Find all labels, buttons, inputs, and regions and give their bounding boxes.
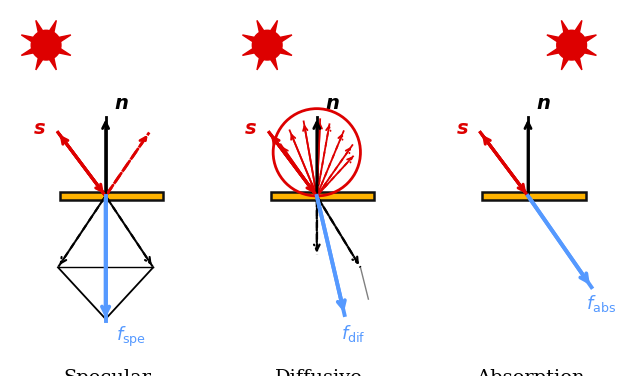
Polygon shape: [269, 20, 278, 35]
Polygon shape: [56, 47, 71, 55]
Text: Absorption: Absorption: [476, 368, 584, 376]
Polygon shape: [277, 47, 292, 55]
Circle shape: [31, 30, 61, 60]
Text: $f_\mathrm{abs}$: $f_\mathrm{abs}$: [586, 293, 616, 314]
Polygon shape: [547, 35, 562, 43]
Circle shape: [252, 30, 282, 60]
Text: Specular: Specular: [63, 368, 152, 376]
Text: $\boldsymbol{s}$: $\boldsymbol{s}$: [33, 119, 46, 138]
Bar: [483, 192, 586, 200]
Polygon shape: [257, 20, 266, 35]
Polygon shape: [243, 35, 257, 43]
Circle shape: [557, 30, 586, 60]
Polygon shape: [56, 35, 71, 43]
Polygon shape: [582, 47, 596, 55]
Bar: [271, 192, 374, 200]
Polygon shape: [269, 55, 278, 70]
Text: $\boldsymbol{n}$: $\boldsymbol{n}$: [113, 94, 128, 112]
Polygon shape: [21, 35, 36, 43]
Polygon shape: [36, 55, 44, 70]
Text: $\boldsymbol{n}$: $\boldsymbol{n}$: [324, 94, 339, 112]
Polygon shape: [547, 47, 562, 55]
Polygon shape: [561, 20, 570, 35]
Text: $f_\mathrm{spe}$: $f_\mathrm{spe}$: [116, 325, 146, 349]
Polygon shape: [48, 20, 56, 35]
Polygon shape: [21, 47, 36, 55]
Bar: [60, 192, 163, 200]
Polygon shape: [48, 55, 56, 70]
Text: $\boldsymbol{n}$: $\boldsymbol{n}$: [536, 94, 550, 112]
Text: Diffusive: Diffusive: [275, 368, 363, 376]
Polygon shape: [36, 20, 44, 35]
Polygon shape: [561, 55, 570, 70]
Text: $f_\mathrm{dif}$: $f_\mathrm{dif}$: [340, 323, 365, 344]
Text: $\boldsymbol{s}$: $\boldsymbol{s}$: [456, 119, 468, 138]
Polygon shape: [573, 55, 582, 70]
Polygon shape: [257, 55, 266, 70]
Polygon shape: [277, 35, 292, 43]
Text: $\boldsymbol{s}$: $\boldsymbol{s}$: [244, 119, 257, 138]
Polygon shape: [243, 47, 257, 55]
Polygon shape: [582, 35, 596, 43]
Polygon shape: [573, 20, 582, 35]
